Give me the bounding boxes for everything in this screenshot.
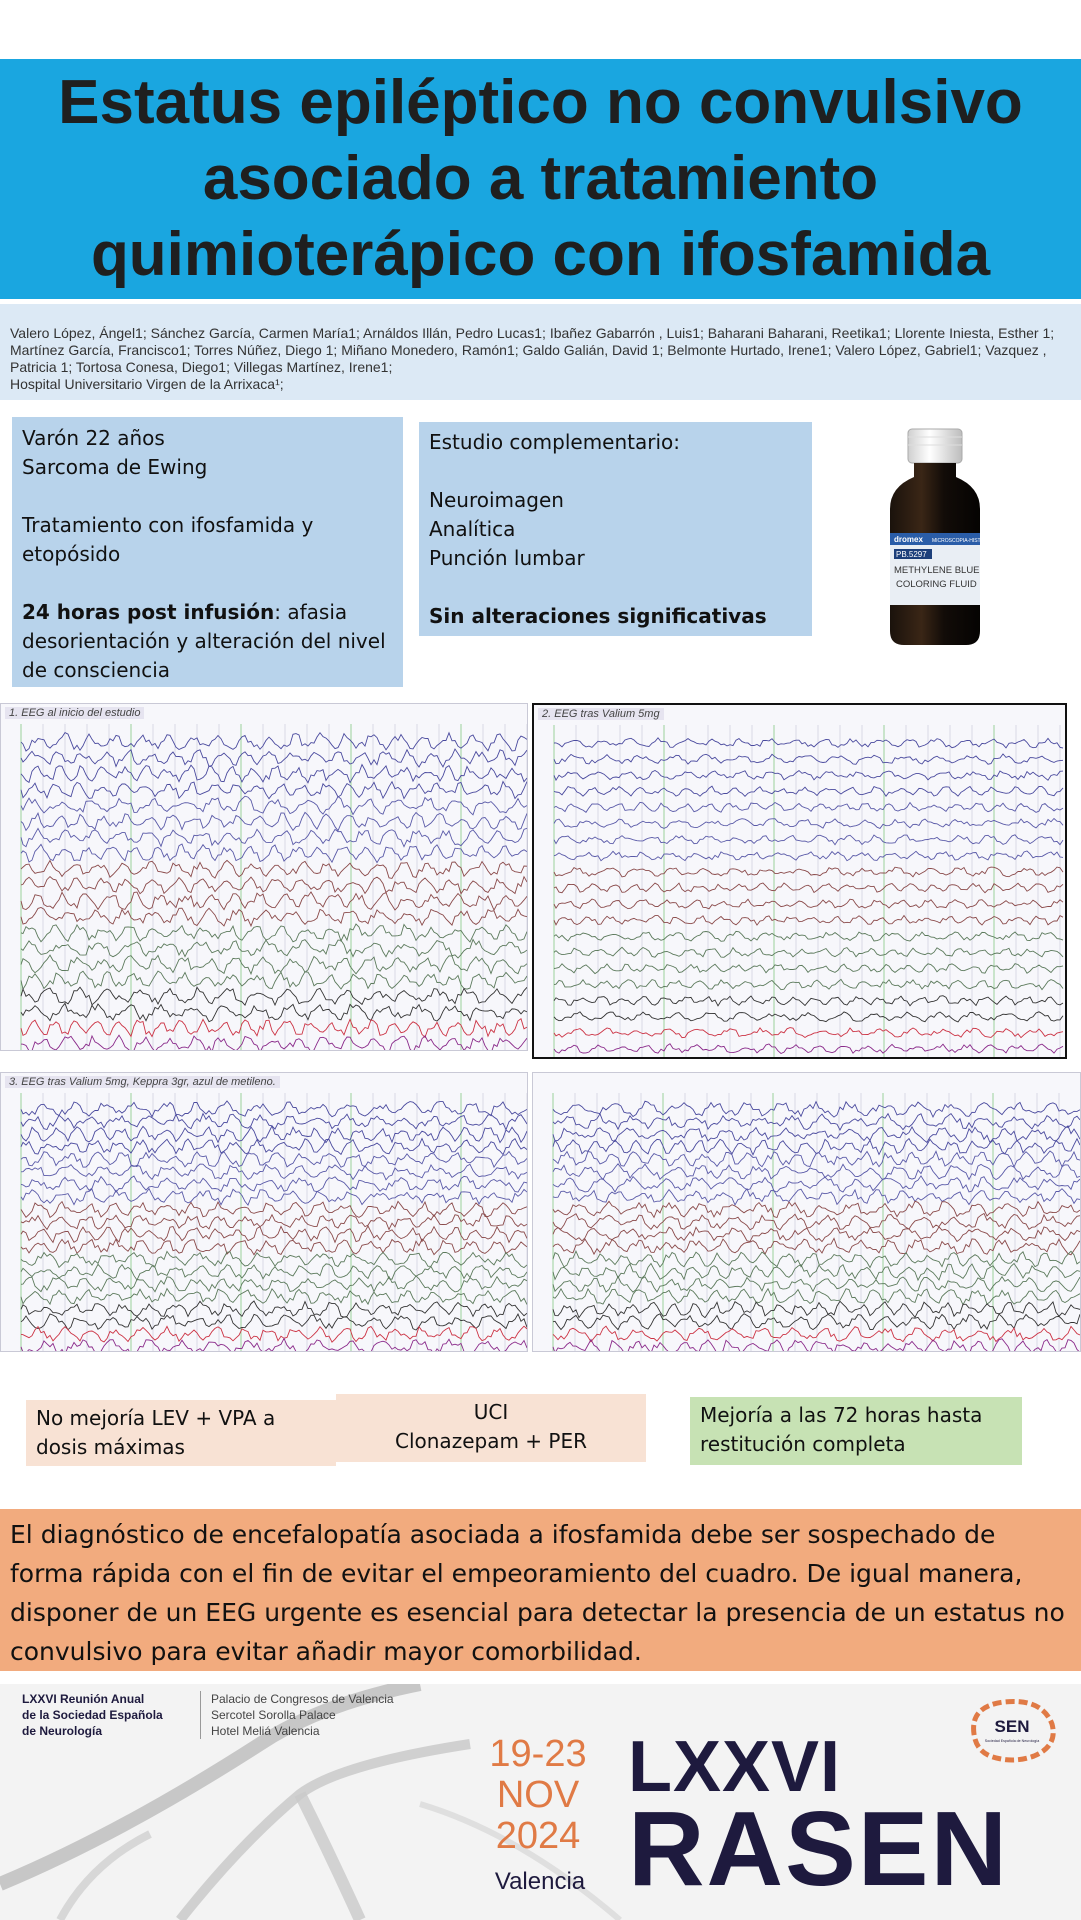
poster-title: Estatus epiléptico no convulsivo asociad…: [11, 65, 1071, 293]
congress-footer: LXXVI Reunión Anual de la Sociedad Españ…: [0, 1684, 1081, 1920]
bottle-brand: dromex: [894, 535, 923, 544]
methylene-blue-bottle-image: dromex MICROSCOPIA-HISTO PB.5297 METHYLE…: [890, 428, 985, 645]
eeg-panel-2: 2. EEG tras Valium 5mg: [532, 703, 1067, 1059]
title-line-2: asociado a tratamiento: [202, 144, 879, 213]
study-heading: Estudio complementario:: [429, 430, 681, 454]
organizer-line: de la Sociedad Española: [22, 1708, 163, 1722]
spacer: [22, 569, 393, 598]
study-item: Neuroimagen: [429, 488, 564, 512]
case-symptoms: 24 horas post infusión: afasia desorient…: [22, 598, 393, 685]
case-symptoms-text: : afasia desorientación y alteración del…: [22, 600, 386, 682]
organizer-line: LXXVI Reunión Anual: [22, 1692, 145, 1706]
eeg-trace-4: [552, 1093, 1080, 1351]
sen-logo: SEN Sociedad Española de Neurología: [971, 1698, 1056, 1763]
bottle-name-1: METHYLENE BLUE: [894, 565, 980, 576]
study-item: Analítica: [429, 517, 516, 541]
title-band: Estatus epiléptico no convulsivo asociad…: [0, 59, 1081, 299]
congress-edition: LXXVI: [628, 1727, 842, 1807]
eeg-trace-3: [20, 1093, 527, 1351]
step-icu-drugs: Clonazepam + PER: [395, 1429, 587, 1453]
eeg-panel-2-label: 2. EEG tras Valium 5mg: [538, 708, 664, 720]
congress-dates: 19-23 NOV 2024: [482, 1734, 594, 1857]
venue-line: Hotel Meliá Valencia: [211, 1724, 320, 1738]
conclusion: El diagnóstico de encefalopatía asociada…: [0, 1509, 1081, 1671]
venue-line: Sercotel Sorolla Palace: [211, 1708, 336, 1722]
bottle-code: PB.5297: [896, 550, 927, 559]
step-icu: UCI Clonazepam + PER: [336, 1394, 646, 1462]
congress-city: Valencia: [494, 1868, 586, 1895]
spacer: [429, 573, 802, 602]
dates-month: NOV: [496, 1774, 580, 1816]
title-line-3: quimioterápico con ifosfamida: [90, 220, 991, 289]
affiliation: Hospital Universitario Virgen de la Arri…: [10, 376, 284, 392]
step-no-improvement: No mejoría LEV + VPA a dosis máximas: [26, 1400, 336, 1466]
neuron-background-image: [0, 1684, 622, 1920]
spacer: [22, 482, 393, 511]
spacer: [429, 457, 802, 486]
title-line-1: Estatus epiléptico no convulsivo: [58, 68, 1023, 137]
authors-list: Valero López, Ángel1; Sánchez García, Ca…: [10, 325, 1055, 375]
step-icu-title: UCI: [473, 1400, 509, 1424]
eeg-trace-2: [553, 725, 1064, 1057]
bottle-brand-sub: MICROSCOPIA-HISTO: [932, 538, 985, 544]
organizer-line: de Neurología: [22, 1724, 103, 1738]
bottle-name-2: COLORING FLUID: [896, 579, 977, 590]
case-symptoms-time: 24 horas post infusión: [22, 600, 275, 624]
sen-logo-subtitle: Sociedad Española de Neurología: [985, 1739, 1040, 1743]
eeg-panel-1: 1. EEG al inicio del estudio: [0, 703, 528, 1051]
eeg-panel-3-label: 3. EEG tras Valium 5mg, Keppra 3gr, azul…: [5, 1076, 280, 1088]
authors-band: Valero López, Ángel1; Sánchez García, Ca…: [0, 304, 1081, 400]
eeg-panel-3: 3. EEG tras Valium 5mg, Keppra 3gr, azul…: [0, 1072, 528, 1352]
step-improvement: Mejoría a las 72 horas hasta restitución…: [690, 1397, 1022, 1465]
congress-name: RASEN: [628, 1790, 1010, 1908]
eeg-panel-1-label: 1. EEG al inicio del estudio: [5, 707, 145, 719]
dates-days: 19-23: [489, 1733, 587, 1775]
study-item: Punción lumbar: [429, 546, 585, 570]
case-age: Varón 22 años: [22, 426, 165, 450]
sen-logo-text: SEN: [995, 1717, 1030, 1736]
case-box: Varón 22 años Sarcoma de Ewing Tratamien…: [12, 417, 403, 687]
eeg-panel-4: [532, 1072, 1081, 1352]
case-treatment: Tratamiento con ifosfamida y etopósido: [22, 513, 314, 566]
eeg-trace-1: [20, 724, 527, 1050]
dates-year: 2024: [495, 1815, 581, 1857]
congress-venues: Palacio de Congresos de Valencia Sercote…: [200, 1691, 394, 1739]
venue-line: Palacio de Congresos de Valencia: [211, 1692, 394, 1706]
study-result: Sin alteraciones significativas: [429, 604, 767, 628]
congress-organizer: LXXVI Reunión Anual de la Sociedad Españ…: [22, 1691, 182, 1739]
study-box: Estudio complementario: Neuroimagen Anal…: [419, 422, 812, 636]
case-diagnosis: Sarcoma de Ewing: [22, 455, 208, 479]
